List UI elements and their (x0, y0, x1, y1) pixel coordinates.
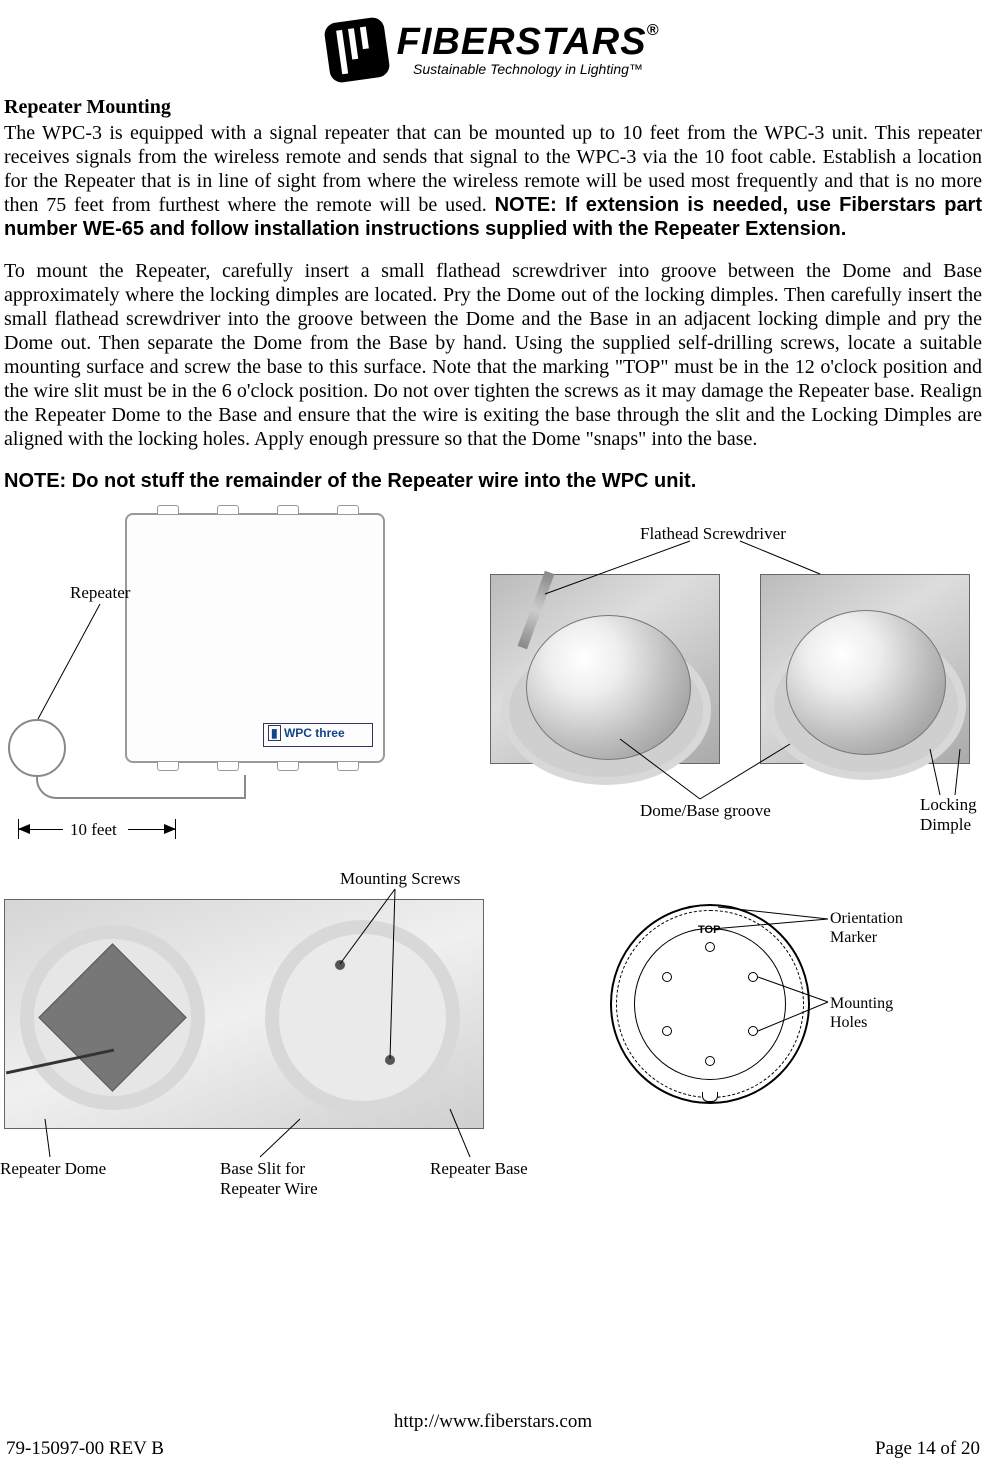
label-locking-dimple: Locking Dimple (920, 795, 977, 836)
photo-dome-groove (490, 574, 720, 764)
paragraph-2: To mount the Repeater, carefully insert … (4, 259, 982, 451)
logo-brand: FIBERSTARS (397, 21, 647, 63)
footer-page: Page 14 of 20 (875, 1438, 980, 1461)
figures-area: ▮ WPC three Repeater 10 feet Flathead Sc… (0, 499, 986, 1219)
base-line-drawing: TOP (610, 904, 810, 1104)
label-mounting-holes: Mounting Holes (830, 994, 893, 1032)
note-2: NOTE: Do not stuff the remainder of the … (4, 469, 982, 493)
footer-url: http://www.fiberstars.com (0, 1411, 986, 1434)
label-orientation-marker: Orientation Marker (830, 909, 903, 947)
header-logo: FIBERSTARS® Sustainable Technology in Li… (0, 20, 986, 80)
photo-dome-base (4, 899, 484, 1129)
logo-icon (323, 16, 391, 84)
footer: http://www.fiberstars.com 79-15097-00 RE… (0, 1411, 986, 1461)
logo-tagline: Sustainable Technology in Lighting™ (397, 61, 660, 78)
paragraph-1: The WPC-3 is equipped with a signal repe… (4, 121, 982, 241)
logo-reg: ® (647, 22, 660, 39)
label-mounting-screws: Mounting Screws (340, 869, 460, 889)
repeater-diagram (8, 719, 66, 777)
label-dome-groove: Dome/Base groove (640, 801, 771, 821)
label-repeater: Repeater (70, 583, 130, 603)
wpc-badge: ▮ WPC three (263, 723, 373, 747)
wpc-unit-diagram: ▮ WPC three (125, 513, 385, 763)
label-base-slit: Base Slit for Repeater Wire (220, 1159, 318, 1200)
label-repeater-base: Repeater Base (430, 1159, 528, 1179)
footer-doc-id: 79-15097-00 REV B (6, 1438, 164, 1461)
photo-locking-dimple (760, 574, 970, 764)
label-10feet: 10 feet (70, 820, 117, 840)
section-heading: Repeater Mounting (4, 95, 982, 119)
label-repeater-dome: Repeater Dome (0, 1159, 106, 1179)
label-flathead: Flathead Screwdriver (640, 524, 786, 544)
